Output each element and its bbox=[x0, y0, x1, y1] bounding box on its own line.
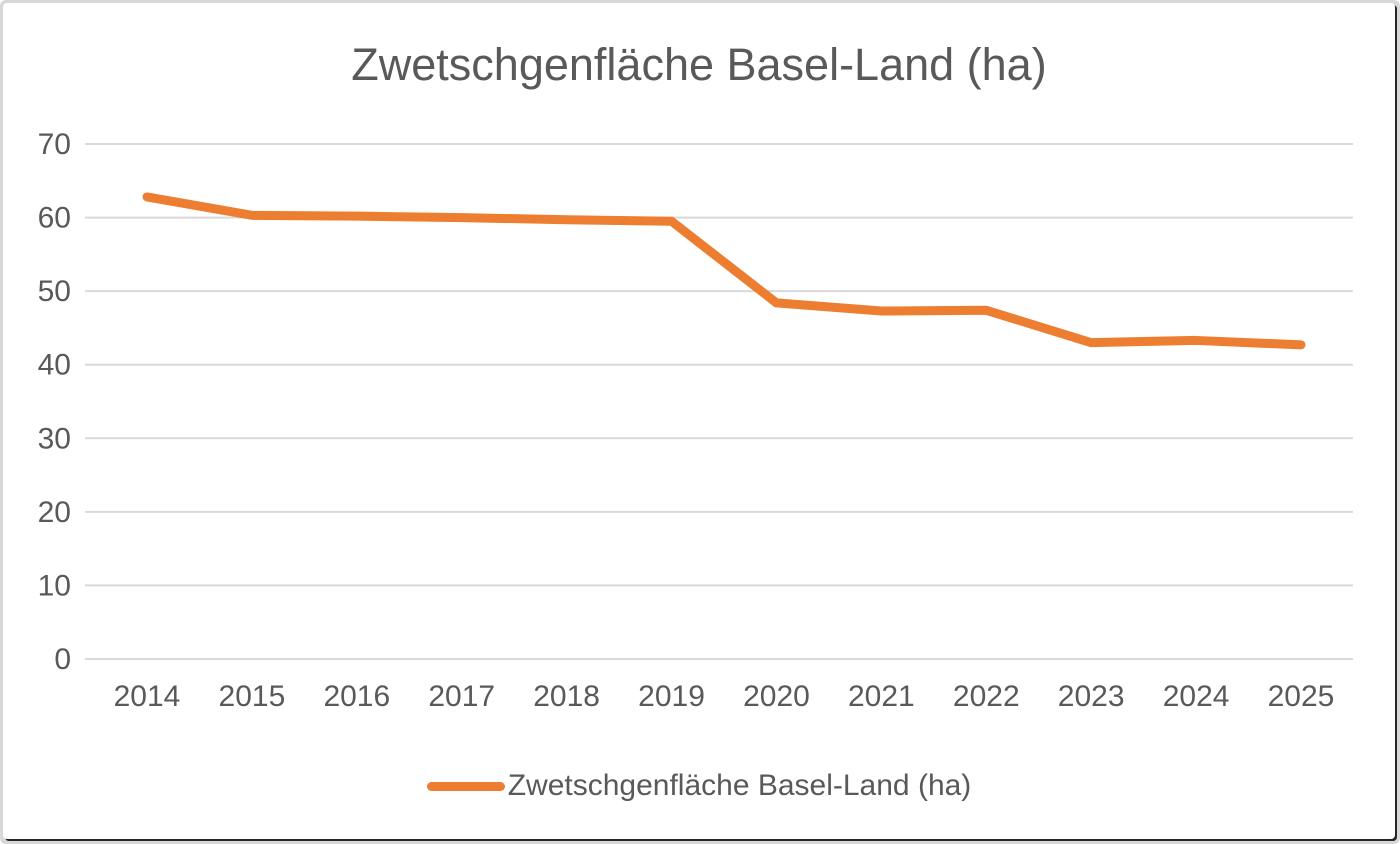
y-tick-label: 0 bbox=[54, 643, 71, 676]
x-tick-label: 2019 bbox=[638, 680, 705, 713]
legend-line-swatch bbox=[426, 781, 505, 791]
x-tick-label: 2015 bbox=[219, 680, 286, 713]
y-tick-label: 20 bbox=[38, 496, 71, 529]
x-tick-label: 2025 bbox=[1268, 680, 1335, 713]
x-tick-label: 2022 bbox=[953, 680, 1020, 713]
x-tick-label: 2018 bbox=[533, 680, 600, 713]
x-tick-label: 2024 bbox=[1163, 680, 1230, 713]
x-tick-label: 2016 bbox=[323, 680, 390, 713]
line-chart-plot: 0 10 20 30 40 50 60 70 2014 2015 2016 2017 2018 2019 2… bbox=[38, 128, 1353, 713]
legend-label: Zwetschgenfläche Basel-Land (ha) bbox=[507, 769, 972, 802]
y-tick-label: 10 bbox=[38, 569, 71, 602]
y-tick-label: 60 bbox=[38, 202, 71, 235]
x-tick-label: 2023 bbox=[1058, 680, 1125, 713]
x-tick-label: 2020 bbox=[743, 680, 810, 713]
x-tick-label: 2014 bbox=[114, 680, 181, 713]
y-tick-label: 50 bbox=[38, 275, 71, 308]
x-tick-label: 2017 bbox=[428, 680, 495, 713]
data-series-line bbox=[142, 192, 1306, 350]
chart-title: Zwetschgenfläche Basel-Land (ha) bbox=[351, 39, 1047, 90]
x-tick-label: 2021 bbox=[848, 680, 915, 713]
y-tick-label: 70 bbox=[38, 128, 71, 161]
chart-canvas: Zwetschgenfläche Basel-Land (ha) 0 10 20 30… bbox=[3, 3, 1395, 839]
legend: Zwetschgenfläche Basel-Land (ha) bbox=[3, 769, 1395, 803]
y-tick-label: 40 bbox=[38, 349, 71, 382]
y-tick-label: 30 bbox=[38, 422, 71, 455]
